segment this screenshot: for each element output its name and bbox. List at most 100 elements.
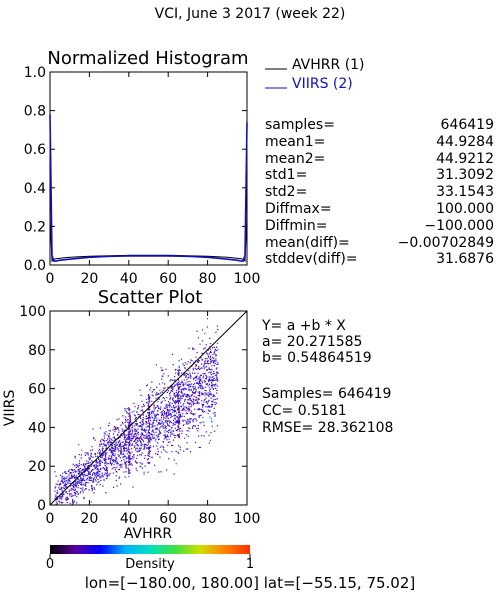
scatter-point <box>148 462 150 464</box>
scatter-point <box>121 451 123 453</box>
scatter-point <box>125 441 127 443</box>
scatter-point <box>108 433 110 435</box>
scatter-point <box>110 452 112 454</box>
scatter-point <box>195 389 197 391</box>
scatter-point <box>188 410 190 412</box>
scatter-point <box>199 343 201 345</box>
scatter-point <box>214 412 216 414</box>
scatter-point <box>119 437 121 439</box>
scatter-point <box>159 407 161 409</box>
scatter-point <box>193 384 195 386</box>
scatter-point <box>90 456 92 458</box>
scatter-point <box>187 427 190 429</box>
scatter-point <box>120 443 122 445</box>
scatter-point <box>168 438 170 440</box>
scatter-point <box>150 437 152 439</box>
scatter-point <box>140 454 142 456</box>
scatter-point <box>189 451 192 453</box>
scatter-point <box>136 437 138 440</box>
scatter-point <box>129 462 131 464</box>
scatter-point <box>136 441 138 444</box>
scatter-point <box>128 450 130 452</box>
scatter-point <box>129 440 131 442</box>
scatter-point <box>213 365 215 367</box>
scatter-point <box>166 422 168 424</box>
scatter-point <box>203 404 205 406</box>
scatter-point <box>146 429 148 431</box>
scatter-point <box>74 475 76 477</box>
scatter-point <box>136 423 138 425</box>
scatter-point <box>79 460 81 462</box>
scatter-point <box>101 476 103 478</box>
scatter-point <box>195 377 198 379</box>
scatter-point <box>163 387 165 389</box>
scatter-point <box>110 455 112 457</box>
scatter-point <box>71 477 73 479</box>
scatter-point <box>134 417 137 419</box>
scatter-point <box>178 390 180 392</box>
scatter-point <box>213 412 215 414</box>
scatter-point <box>115 460 117 462</box>
stat-value: 33.1543 <box>436 184 494 201</box>
stat-value: 100.000 <box>436 201 494 217</box>
scatter-point <box>130 458 132 460</box>
scatter-point <box>198 386 200 388</box>
scatter-point <box>120 442 122 444</box>
scatter-point <box>161 411 163 413</box>
scatter-point <box>208 406 210 408</box>
scatter-point <box>211 393 213 395</box>
scatter-point <box>180 386 182 388</box>
scatter-point <box>108 458 110 460</box>
scatter-point <box>186 384 188 386</box>
scatter-point <box>60 481 62 483</box>
scatter-point <box>185 376 187 378</box>
hist-y-tick-label: 0.8 <box>24 104 46 120</box>
scatter-point <box>78 444 80 446</box>
scatter-point <box>65 497 67 499</box>
scatter-point <box>102 474 104 476</box>
scatter-point <box>184 399 187 401</box>
scatter-point <box>114 448 116 450</box>
scatter-point <box>173 459 175 461</box>
scatter-point <box>93 437 95 440</box>
scatter-point <box>174 376 176 378</box>
scatter-point <box>68 480 70 482</box>
scatter-point <box>173 473 175 475</box>
scatter-point <box>109 462 111 465</box>
scatter-point <box>157 453 159 455</box>
scatter-point <box>115 441 117 443</box>
scatter-point <box>155 453 157 455</box>
scatter-point <box>163 418 165 420</box>
scatter-point <box>184 400 186 402</box>
scatter-point <box>137 440 139 442</box>
scatter-point <box>183 450 185 452</box>
scatter-point <box>105 447 107 449</box>
scatter-point <box>211 403 213 405</box>
scatter-point <box>126 430 128 432</box>
scatter-point <box>155 364 158 366</box>
scatter-point <box>55 496 57 498</box>
scatter-point <box>199 368 201 371</box>
scatter-point <box>174 379 176 381</box>
scatter-point <box>115 428 118 430</box>
scatter-point <box>123 448 126 450</box>
scatter-point <box>65 486 67 488</box>
scatter-point <box>211 376 213 378</box>
scatter-point <box>140 394 142 396</box>
scatter-point <box>186 413 188 415</box>
scatter-point <box>215 374 218 376</box>
scatter-point <box>158 407 160 410</box>
scatter-point <box>127 428 129 430</box>
scatter-point <box>129 454 131 456</box>
scatter-point <box>189 396 191 398</box>
scatter-point <box>147 425 149 427</box>
scatter-point <box>132 435 134 437</box>
scatter-point <box>185 406 187 408</box>
scatter-point <box>128 475 130 477</box>
scatter-point <box>125 456 127 458</box>
scatter-point <box>192 347 194 349</box>
scatter-point <box>151 412 153 414</box>
scatter-point <box>167 413 170 415</box>
scatter-point <box>158 423 160 425</box>
scatter-point <box>94 474 96 477</box>
